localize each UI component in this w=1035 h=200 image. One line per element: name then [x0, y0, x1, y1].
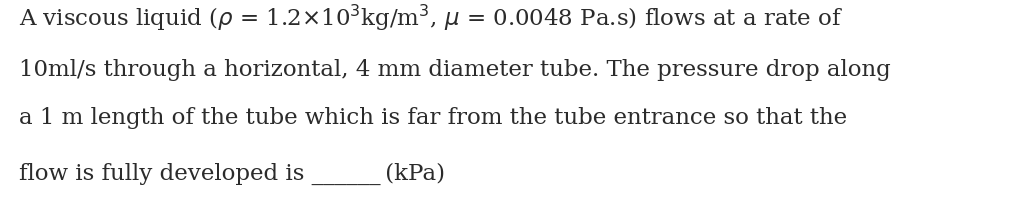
Text: a 1 m length of the tube which is far from the tube entrance so that the: a 1 m length of the tube which is far fr… [19, 107, 847, 129]
Text: flow is fully developed is ______ (kPa): flow is fully developed is ______ (kPa) [19, 163, 445, 185]
Text: A viscous liquid ($\rho$ = 1.2$\times$10$^3$kg/m$^3$, $\mu$ = 0.0048 Pa.s) flows: A viscous liquid ($\rho$ = 1.2$\times$10… [19, 3, 844, 33]
Text: 10ml/s through a horizontal, 4 mm diameter tube. The pressure drop along: 10ml/s through a horizontal, 4 mm diamet… [19, 59, 890, 81]
